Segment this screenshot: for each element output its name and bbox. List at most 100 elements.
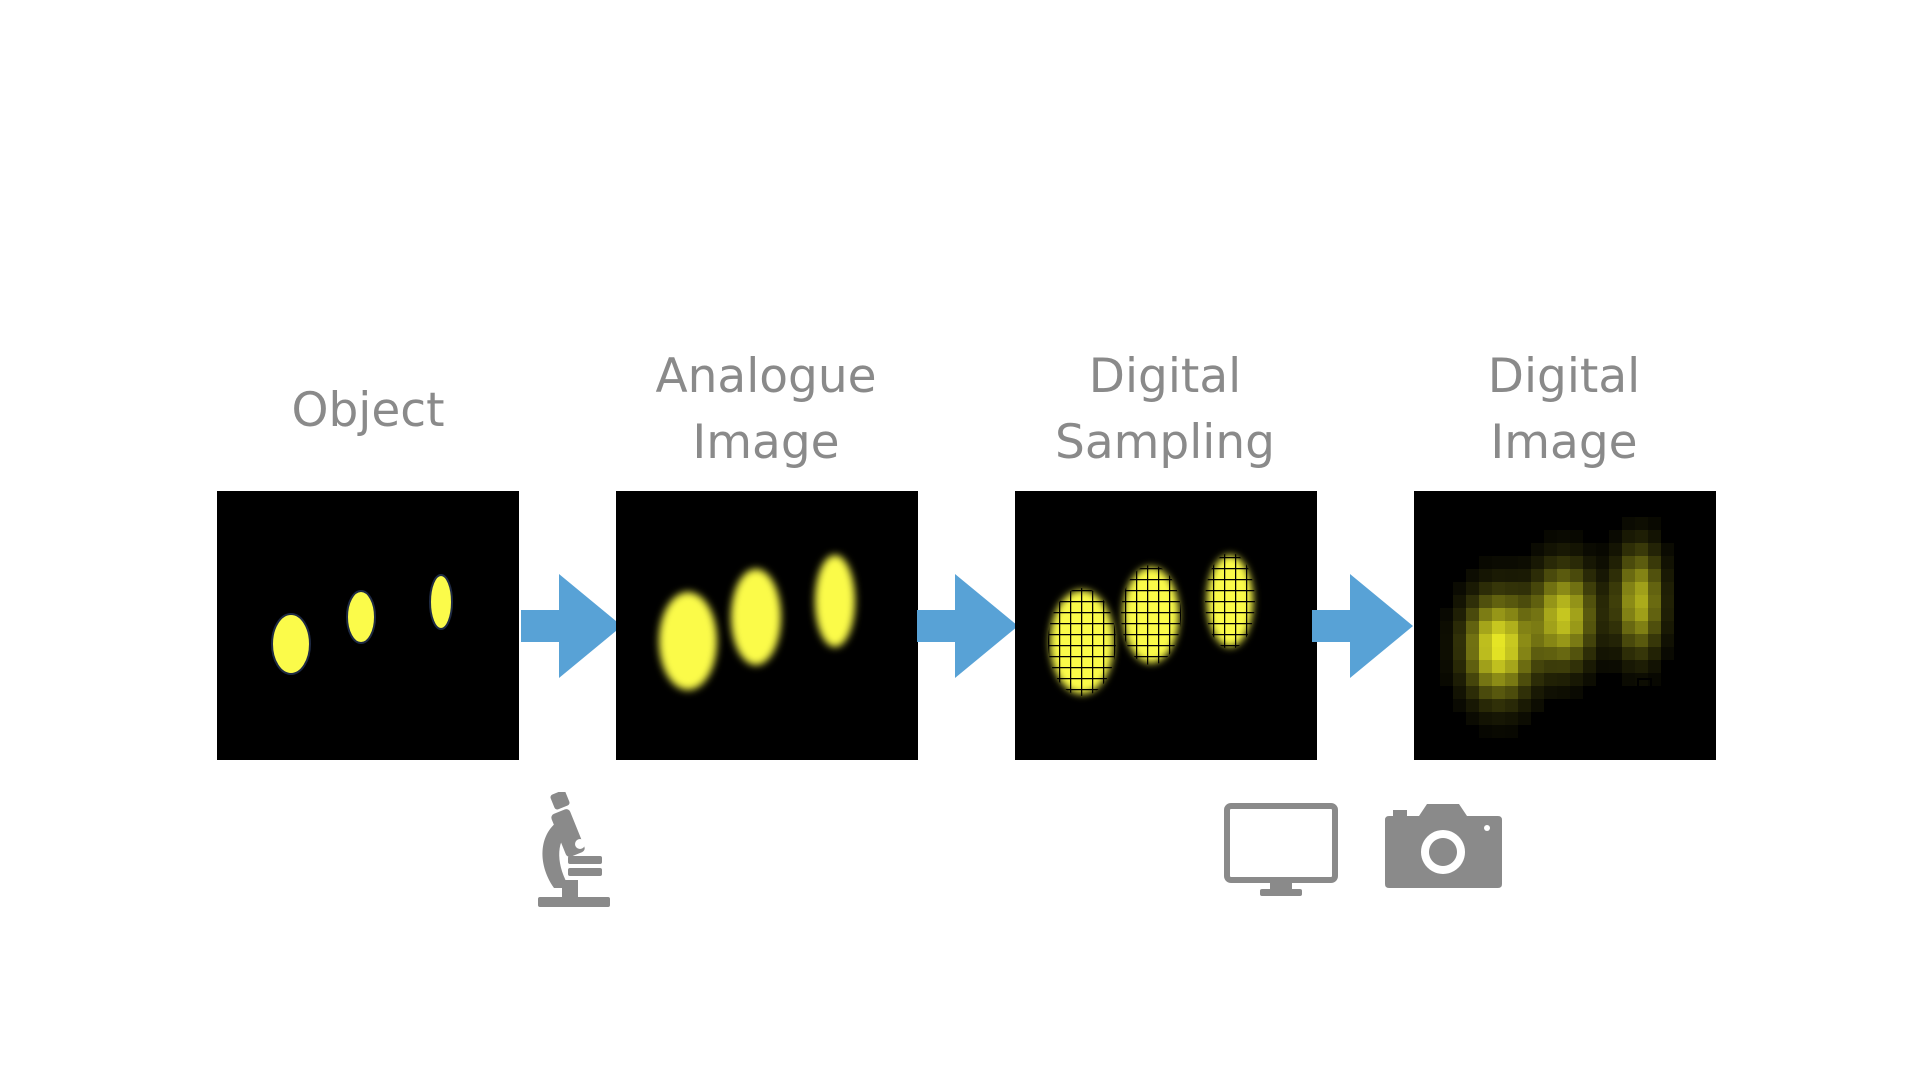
image-pixel bbox=[1570, 634, 1583, 647]
image-pixel bbox=[1596, 608, 1609, 621]
image-pixel bbox=[1544, 569, 1557, 582]
image-pixel bbox=[1518, 569, 1531, 582]
image-pixel bbox=[1570, 686, 1583, 699]
image-pixel bbox=[1583, 595, 1596, 608]
image-pixel bbox=[1635, 517, 1648, 530]
image-pixel bbox=[1570, 660, 1583, 673]
image-pixel bbox=[1505, 673, 1518, 686]
image-pixel bbox=[1570, 647, 1583, 660]
image-pixel bbox=[1492, 569, 1505, 582]
image-pixel bbox=[1609, 660, 1622, 673]
image-pixel bbox=[1622, 556, 1635, 569]
image-pixel bbox=[1531, 582, 1544, 595]
image-pixel bbox=[1505, 621, 1518, 634]
image-pixel bbox=[1466, 699, 1479, 712]
image-pixel bbox=[1453, 595, 1466, 608]
image-pixel bbox=[1622, 647, 1635, 660]
image-pixel bbox=[1466, 712, 1479, 725]
image-pixel bbox=[1492, 647, 1505, 660]
image-pixel bbox=[1492, 712, 1505, 725]
image-pixel bbox=[1479, 608, 1492, 621]
image-pixel bbox=[1492, 621, 1505, 634]
image-pixel bbox=[1531, 556, 1544, 569]
image-pixel bbox=[1648, 621, 1661, 634]
sampling-grid-1 bbox=[1048, 588, 1116, 696]
image-pixel bbox=[1570, 673, 1583, 686]
image-pixel bbox=[1531, 660, 1544, 673]
image-pixel bbox=[1492, 699, 1505, 712]
image-pixel bbox=[1440, 647, 1453, 660]
image-pixel bbox=[1544, 530, 1557, 543]
image-pixel bbox=[1609, 543, 1622, 556]
image-pixel bbox=[1635, 569, 1648, 582]
image-pixel bbox=[1518, 686, 1531, 699]
image-pixel bbox=[1505, 647, 1518, 660]
image-pixel bbox=[1661, 621, 1674, 634]
image-pixel bbox=[1531, 595, 1544, 608]
image-pixel bbox=[1596, 660, 1609, 673]
image-pixel bbox=[1596, 621, 1609, 634]
image-pixel bbox=[1635, 647, 1648, 660]
image-pixel bbox=[1661, 608, 1674, 621]
stage-label-sampling-line1: Digital bbox=[1088, 349, 1242, 404]
image-pixel bbox=[1635, 621, 1648, 634]
image-pixel bbox=[1557, 595, 1570, 608]
image-pixel bbox=[1440, 634, 1453, 647]
image-pixel bbox=[1648, 647, 1661, 660]
image-pixel bbox=[1622, 530, 1635, 543]
image-pixel bbox=[1453, 608, 1466, 621]
image-pixel bbox=[1531, 569, 1544, 582]
image-pixel bbox=[1609, 556, 1622, 569]
stage-label-analogue-line2: Image bbox=[692, 415, 840, 470]
image-pixel bbox=[1518, 556, 1531, 569]
image-pixel bbox=[1518, 647, 1531, 660]
sampling-grid-3 bbox=[1205, 553, 1255, 649]
image-pixel bbox=[1466, 647, 1479, 660]
stage-label-object-line1: Object bbox=[291, 383, 445, 438]
image-pixel bbox=[1622, 543, 1635, 556]
image-pixel bbox=[1622, 634, 1635, 647]
image-pixel bbox=[1466, 582, 1479, 595]
stage-label-digital-image-line2: Image bbox=[1490, 415, 1638, 470]
image-pixel bbox=[1583, 608, 1596, 621]
image-pixel bbox=[1531, 621, 1544, 634]
image-pixel bbox=[1596, 582, 1609, 595]
stage-label-sampling-line2: Sampling bbox=[1055, 415, 1275, 470]
image-pixel bbox=[1492, 595, 1505, 608]
image-pixel bbox=[1453, 621, 1466, 634]
image-pixel bbox=[1518, 621, 1531, 634]
image-pixel bbox=[1492, 556, 1505, 569]
image-pixel bbox=[1622, 582, 1635, 595]
image-pixel bbox=[1492, 582, 1505, 595]
stage-label-object: Object bbox=[158, 378, 578, 444]
image-pixel bbox=[1648, 517, 1661, 530]
arrow-right-icon bbox=[1312, 574, 1413, 678]
image-pixel bbox=[1544, 582, 1557, 595]
image-pixel bbox=[1635, 530, 1648, 543]
image-pixel bbox=[1518, 673, 1531, 686]
image-pixel bbox=[1596, 556, 1609, 569]
image-pixel bbox=[1544, 608, 1557, 621]
image-pixel bbox=[1557, 686, 1570, 699]
arrow-right-icon bbox=[521, 574, 622, 678]
stage-label-analogue-line1: Analogue bbox=[655, 349, 877, 404]
image-pixel bbox=[1570, 569, 1583, 582]
analogue-spot-1 bbox=[659, 592, 717, 690]
image-pixel bbox=[1544, 634, 1557, 647]
image-pixel bbox=[1479, 699, 1492, 712]
image-pixel bbox=[1479, 556, 1492, 569]
stage-label-digital-image-line1: Digital bbox=[1487, 349, 1641, 404]
analogue-spot-2 bbox=[731, 569, 781, 665]
image-pixel bbox=[1648, 595, 1661, 608]
image-pixel bbox=[1557, 543, 1570, 556]
image-pixel bbox=[1635, 582, 1648, 595]
image-pixel bbox=[1531, 634, 1544, 647]
image-pixel bbox=[1453, 634, 1466, 647]
image-pixel bbox=[1466, 621, 1479, 634]
image-pixel bbox=[1661, 634, 1674, 647]
image-pixel bbox=[1570, 621, 1583, 634]
image-pixel bbox=[1661, 543, 1674, 556]
image-pixel bbox=[1622, 673, 1635, 686]
image-pixel bbox=[1505, 634, 1518, 647]
image-pixel bbox=[1492, 660, 1505, 673]
